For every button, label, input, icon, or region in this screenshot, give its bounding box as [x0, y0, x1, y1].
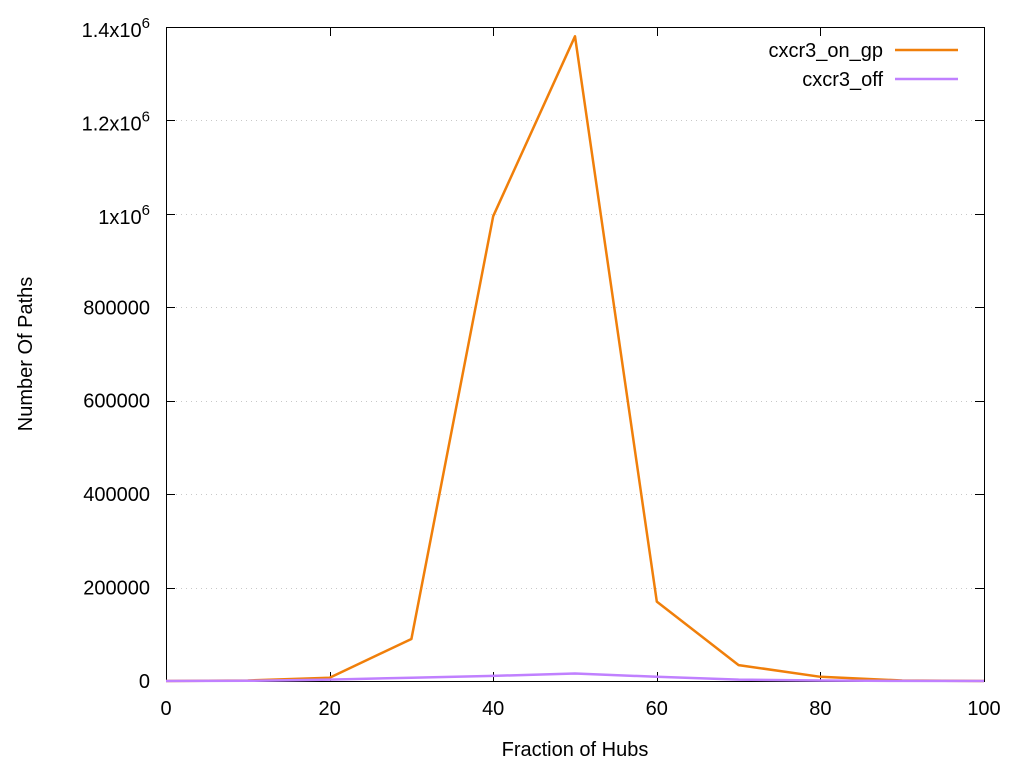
x-axis-label: Fraction of Hubs — [502, 739, 649, 761]
y-axis-label: Number Of Paths — [15, 277, 37, 432]
y-tick-label: 1.2x106 — [82, 108, 150, 135]
legend-label: cxcr3_on_gp — [768, 40, 883, 62]
x-tick-label: 60 — [646, 698, 668, 720]
x-tick-label: 40 — [482, 698, 504, 720]
axis-ticks: 0 200000 400000 600000 800000 1x106 1.2x106 1.4… — [82, 15, 1001, 720]
y-tick-label: 1x106 — [98, 202, 150, 229]
legend: cxcr3_on_gp cxcr3_off — [768, 40, 958, 91]
y-tick-label: 200000 — [83, 578, 150, 600]
plot-frame — [166, 27, 985, 682]
x-tick-label: 80 — [809, 698, 831, 720]
y-tick-label: 400000 — [83, 484, 150, 506]
x-tick-label: 20 — [318, 698, 340, 720]
legend-label: cxcr3_off — [802, 69, 883, 91]
y-tick-label: 1.4x106 — [82, 15, 150, 42]
series-line-cxcr3_on_gp — [165, 35, 985, 683]
y-tick-label: 600000 — [83, 391, 150, 413]
y-tick-label: 800000 — [83, 297, 150, 319]
series-line-cxcr3_off — [165, 672, 985, 683]
y-tick-label: 0 — [139, 671, 150, 693]
x-tick-label: 0 — [160, 698, 171, 720]
x-tick-label: 100 — [967, 698, 1000, 720]
series-lines — [165, 35, 985, 683]
grid — [166, 120, 984, 589]
